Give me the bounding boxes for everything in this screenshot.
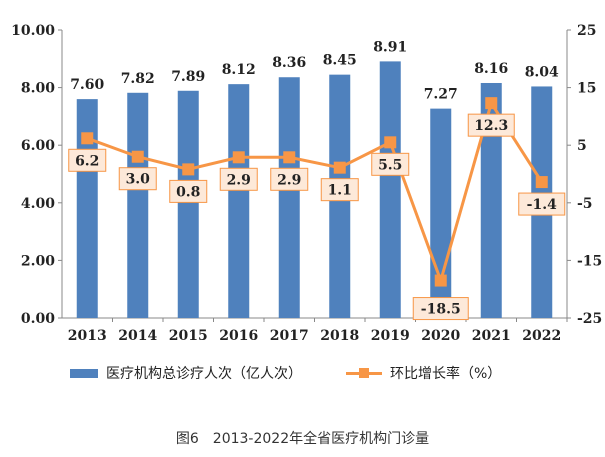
y-left-tick-label: 4.00 [21,196,55,212]
growth-data-label: 3.0 [126,172,151,188]
legend-item-growth: 环比增长率（%） [346,363,501,383]
figure-caption: 图6 2013-2022年全省医疗机构门诊量 [175,431,430,447]
growth-data-label: -1.4 [527,197,557,213]
y-left-tick-label: 10.00 [11,23,55,39]
combo-chart: 0.00 2.00 4.00 6.00 8.00 10.00 -25 -15 -5 5 15 25 7.… [11,23,602,344]
growth-point [81,132,94,145]
bar [177,90,199,318]
growth-label-box [219,167,258,191]
y-right-tick-label: -25 [577,311,602,327]
growth-label-box [320,178,359,202]
legend-swatch-line [346,367,382,378]
legend-label-growth: 环比增长率（%） [390,366,502,382]
growth-label-box [467,113,515,137]
growth-point [535,176,548,189]
bar-data-label: 7.82 [121,71,155,87]
y-left-tick-label: 6.00 [21,138,55,154]
growth-data-label: -18.5 [421,302,461,318]
growth-label-box [68,148,107,172]
y-left-tick-label: 8.00 [21,81,55,97]
x-tick-label: 2018 [320,328,359,344]
x-tick-label: 2022 [522,328,561,344]
bar [127,92,149,318]
growth-data-label: 1.1 [328,183,352,199]
growth-data-label: 6.2 [75,153,99,169]
x-tick-label: 2021 [472,328,511,344]
bar [430,108,452,319]
y-right-tick-label: 25 [577,23,596,39]
growth-data-label: 2.9 [277,172,301,188]
bar-data-label: 7.89 [171,69,205,85]
legend-item-visits: 医疗机构总诊疗人次（亿人次） [70,363,302,383]
growth-data-label: 2.9 [227,172,251,188]
x-tick-label: 2020 [421,328,460,344]
x-tick-label: 2015 [169,328,208,344]
bar-data-label: 8.45 [323,53,357,69]
bar-data-label: 8.16 [474,61,508,77]
bar-data-label: 8.12 [222,62,256,78]
bar-data-label: 7.60 [70,77,104,93]
growth-label-box [518,192,566,216]
growth-data-label: 12.3 [474,118,508,134]
legend: 医疗机构总诊疗人次（亿人次） 环比增长率（%） [70,363,545,383]
growth-data-label: 5.5 [378,157,402,173]
growth-point [182,163,195,176]
bar-data-label: 7.27 [424,87,458,103]
x-tick-label: 2019 [371,328,410,344]
bar [480,82,502,318]
y-right-tick-label: -15 [577,253,602,269]
growth-point [283,151,296,164]
y-right-tick-label: 15 [577,81,596,97]
bar-data-label: 8.04 [525,64,559,80]
bar [278,77,300,319]
growth-label-box [270,167,309,191]
growth-point [434,274,447,287]
x-tick-label: 2016 [219,328,258,344]
bar [76,99,98,319]
growth-line [86,99,544,286]
growth-point [232,151,245,164]
bar [379,61,401,318]
growth-point [485,97,498,110]
growth-point [333,161,346,174]
growth-label-box [371,152,410,176]
growth-label-box [169,179,208,203]
legend-label-visits: 医疗机构总诊疗人次（亿人次） [106,366,302,382]
y-right-tick-label: -5 [577,196,593,212]
y-left-tick-label: 2.00 [21,253,55,269]
growth-point [131,150,144,163]
bar-data-label: 8.36 [272,55,306,71]
growth-point [384,136,397,149]
x-tick-label: 2013 [68,328,107,344]
x-tick-label: 2014 [118,328,157,344]
growth-label-box [412,297,469,321]
legend-swatch-bar [70,368,98,378]
y-right-tick-label: 5 [577,138,587,154]
y-left-tick-label: 0.00 [21,311,55,327]
bar-data-label: 8.91 [373,39,407,55]
x-tick-label: 2017 [270,328,309,344]
growth-label-box [118,167,157,191]
growth-data-label: 0.8 [176,184,200,200]
bar [228,84,250,318]
